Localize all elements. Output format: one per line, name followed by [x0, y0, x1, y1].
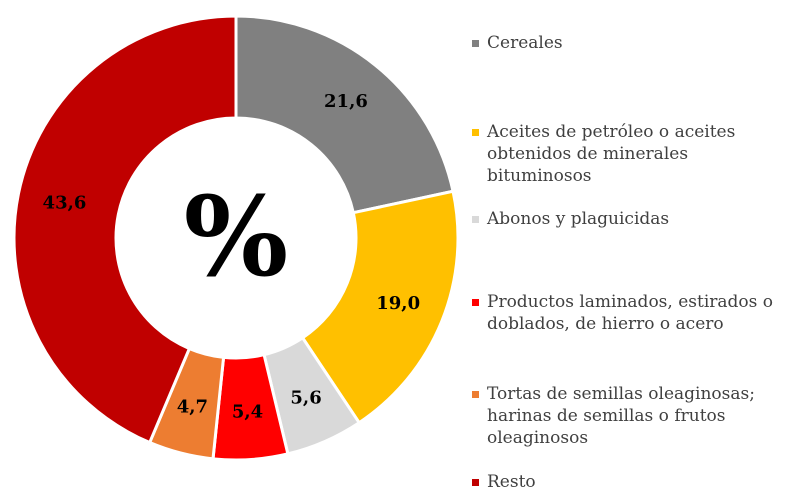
legend-item: Cereales	[470, 32, 780, 54]
donut-slice	[12, 14, 238, 445]
legend-item: Tortas de semillas oleaginosas; harinas …	[470, 383, 780, 449]
data-label: 19,0	[376, 293, 420, 314]
legend-swatch	[472, 479, 479, 486]
legend-label: Productos laminados, estirados o doblado…	[487, 292, 774, 334]
legend-swatch	[472, 299, 479, 306]
donut-slice	[234, 14, 455, 215]
legend-item: Resto	[470, 471, 780, 493]
legend-label: Abonos y plaguicidas	[487, 209, 670, 229]
data-label: 4,7	[177, 396, 208, 417]
chart: % 21,6 19,0 5,6 5,4 4,7 43,6	[12, 14, 460, 462]
data-label: 43,6	[43, 192, 87, 213]
legend-item: Aceites de petróleo o aceites obtenidos …	[470, 121, 780, 187]
legend-item: Productos laminados, estirados o doblado…	[470, 291, 780, 335]
legend-swatch	[472, 391, 479, 398]
center-label: %	[184, 172, 289, 301]
legend-label: Aceites de petróleo o aceites obtenidos …	[487, 122, 736, 186]
donut-slice	[300, 189, 460, 425]
legend-item: Abonos y plaguicidas	[470, 208, 780, 230]
legend-label: Resto	[487, 472, 536, 492]
data-label: 21,6	[324, 91, 368, 112]
data-label: 5,6	[290, 387, 321, 408]
legend-swatch	[472, 40, 479, 47]
legend-swatch	[472, 216, 479, 223]
legend-label: Cereales	[487, 33, 563, 53]
legend-label: Tortas de semillas oleaginosas; harinas …	[487, 384, 755, 448]
data-label: 5,4	[232, 402, 263, 423]
legend-swatch	[472, 129, 479, 136]
